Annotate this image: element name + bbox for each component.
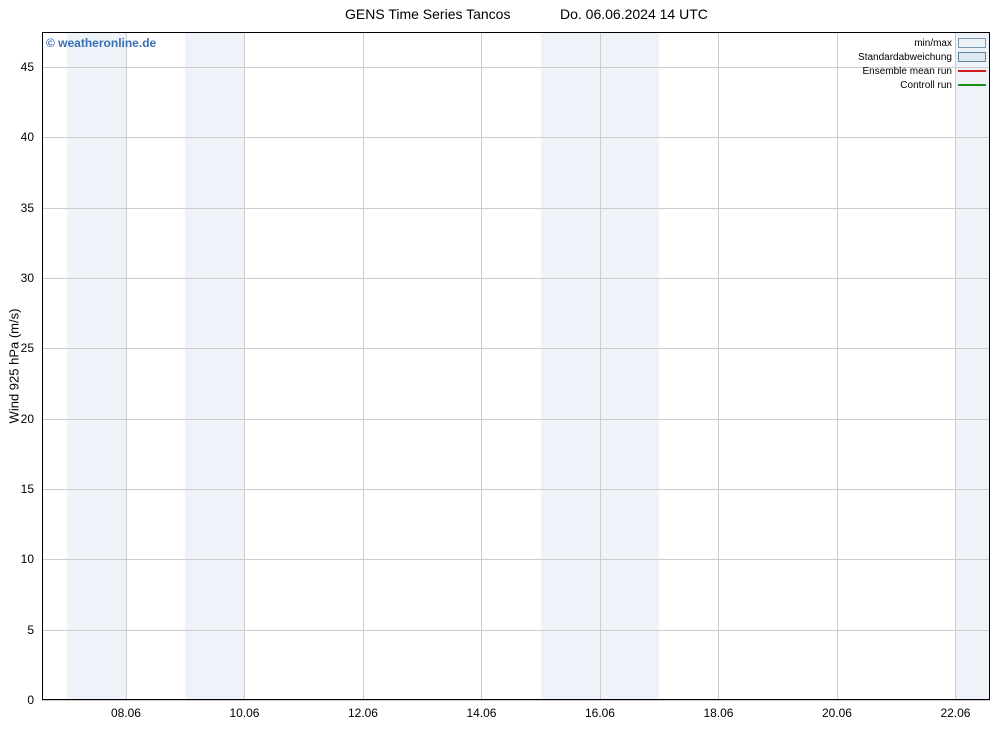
- plot-border: [42, 32, 990, 700]
- h-gridline: [42, 489, 990, 490]
- y-tick-label: 45: [21, 60, 42, 74]
- v-gridline: [718, 32, 719, 700]
- h-gridline: [42, 419, 990, 420]
- y-tick-label: 25: [21, 341, 42, 355]
- shaded-band: [955, 32, 990, 700]
- v-gridline: [837, 32, 838, 700]
- x-tick-label: 10.06: [229, 700, 259, 720]
- v-gridline: [244, 32, 245, 700]
- x-tick-label: 08.06: [111, 700, 141, 720]
- h-gridline: [42, 630, 990, 631]
- legend-item: Controll run: [858, 78, 986, 92]
- h-gridline: [42, 278, 990, 279]
- legend-item: min/max: [858, 36, 986, 50]
- y-tick-label: 0: [27, 693, 42, 707]
- shaded-band: [185, 32, 244, 700]
- h-gridline: [42, 137, 990, 138]
- h-gridline: [42, 559, 990, 560]
- chart-title-right: Do. 06.06.2024 14 UTC: [560, 6, 708, 22]
- legend-line: [958, 84, 986, 86]
- y-tick-label: 5: [27, 623, 42, 637]
- legend-swatch: [958, 52, 986, 62]
- legend-item: Ensemble mean run: [858, 64, 986, 78]
- x-tick-label: 14.06: [466, 700, 496, 720]
- v-gridline: [126, 32, 127, 700]
- plot-area: 051015202530354045 08.0610.0612.0614.061…: [42, 32, 990, 700]
- x-tick-label: 16.06: [585, 700, 615, 720]
- v-gridline: [481, 32, 482, 700]
- legend-item-label: Ensemble mean run: [863, 66, 959, 77]
- y-tick-label: 35: [21, 201, 42, 215]
- v-gridline: [600, 32, 601, 700]
- h-gridline: [42, 348, 990, 349]
- legend-item: Standardabweichung: [858, 50, 986, 64]
- shaded-band: [600, 32, 659, 700]
- x-tick-label: 18.06: [703, 700, 733, 720]
- x-tick-label: 22.06: [940, 700, 970, 720]
- legend-swatch: [958, 38, 986, 48]
- legend-item-label: Controll run: [900, 80, 958, 91]
- legend-item-label: Standardabweichung: [858, 52, 958, 63]
- chart-title-left: GENS Time Series Tancos: [345, 6, 510, 22]
- h-gridline: [42, 67, 990, 68]
- x-tick-label: 20.06: [822, 700, 852, 720]
- legend-line: [958, 70, 986, 72]
- v-gridline: [955, 32, 956, 700]
- h-gridline: [42, 208, 990, 209]
- y-tick-label: 15: [21, 482, 42, 496]
- shaded-band: [67, 32, 126, 700]
- y-tick-label: 10: [21, 552, 42, 566]
- legend: min/max Standardabweichung Ensemble mean r…: [858, 36, 986, 92]
- y-tick-label: 30: [21, 271, 42, 285]
- y-tick-label: 40: [21, 130, 42, 144]
- x-tick-label: 12.06: [348, 700, 378, 720]
- chart-container: GENS Time Series Tancos Do. 06.06.2024 1…: [0, 0, 1000, 733]
- v-gridline: [363, 32, 364, 700]
- watermark: © weatheronline.de: [46, 36, 156, 50]
- shaded-band: [541, 32, 600, 700]
- legend-item-label: min/max: [914, 38, 958, 49]
- y-tick-label: 20: [21, 412, 42, 426]
- y-axis-label: Wind 925 hPa (m/s): [7, 309, 22, 424]
